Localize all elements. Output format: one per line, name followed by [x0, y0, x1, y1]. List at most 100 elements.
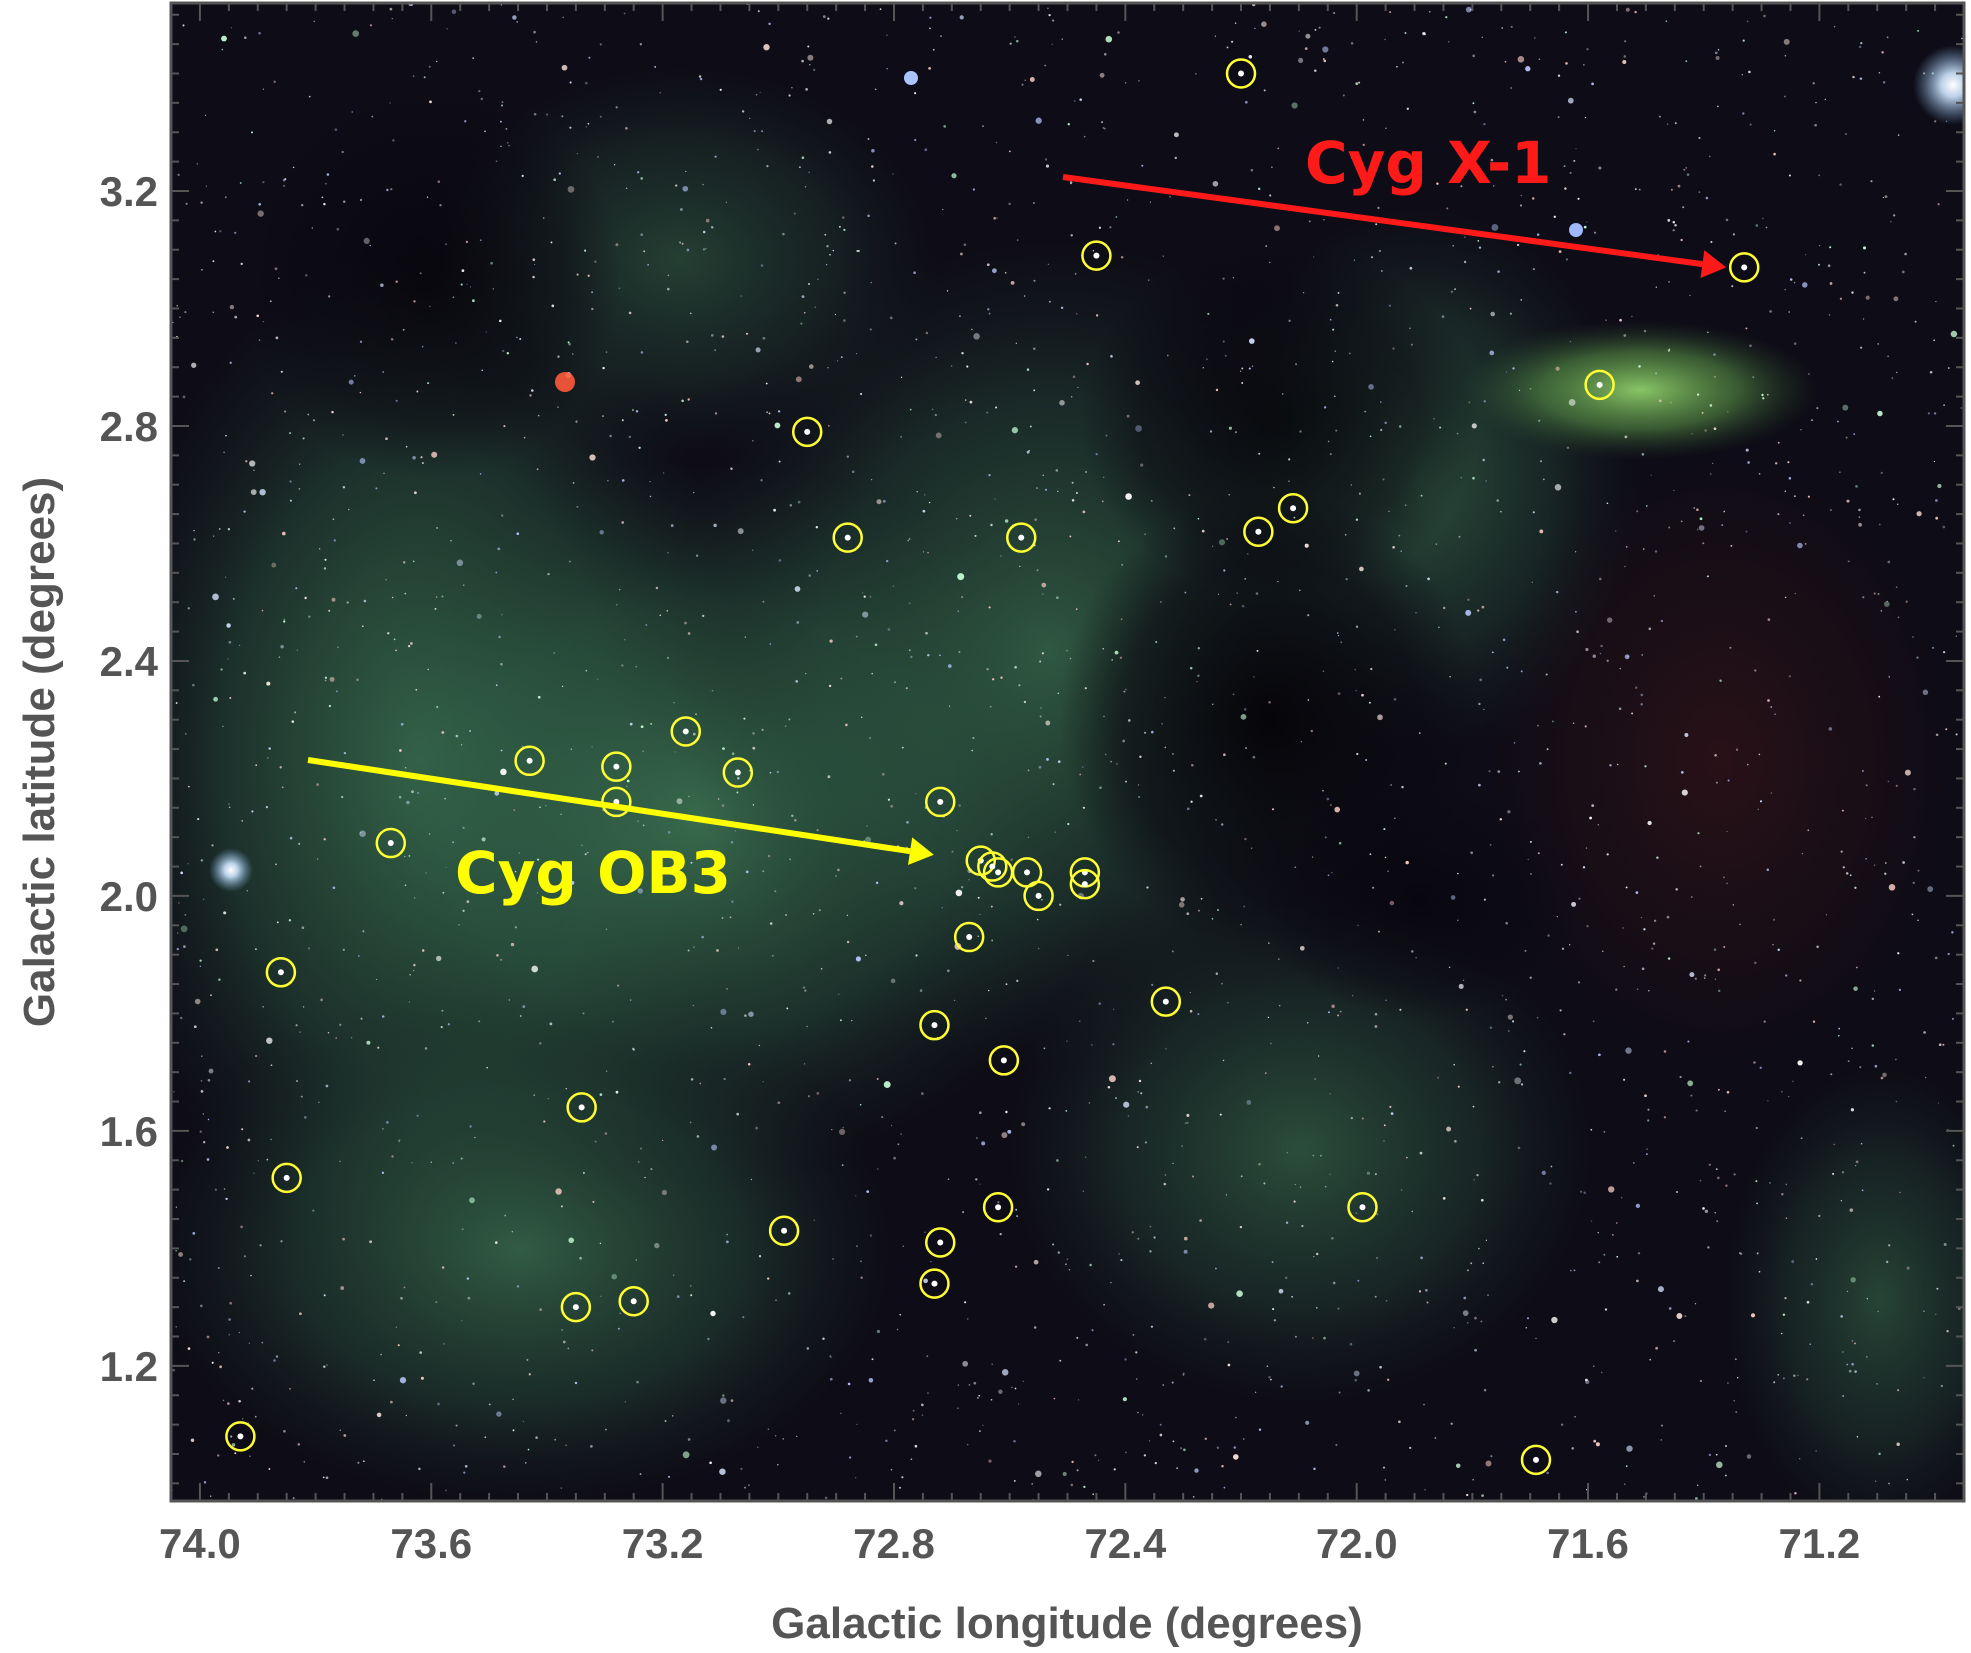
background-star	[1640, 916, 1643, 919]
background-star	[228, 803, 230, 805]
background-star	[655, 850, 658, 853]
background-star	[1577, 981, 1581, 984]
background-star	[1036, 918, 1039, 921]
background-star	[828, 151, 832, 154]
background-star	[872, 179, 876, 182]
background-star	[1690, 1094, 1693, 1097]
background-star	[827, 775, 831, 779]
background-star	[1223, 1486, 1226, 1489]
background-star	[1851, 1339, 1854, 1342]
background-star	[1840, 850, 1843, 853]
marked-star	[977, 851, 1008, 882]
background-star	[519, 1015, 522, 1017]
background-star	[501, 104, 503, 107]
background-star	[1531, 197, 1535, 200]
background-star	[860, 1260, 862, 1263]
background-star	[1717, 48, 1720, 51]
background-star	[1634, 10, 1637, 14]
background-star	[1509, 312, 1512, 315]
background-star	[818, 909, 821, 912]
marked-star	[618, 1286, 649, 1317]
background-star	[1788, 174, 1791, 177]
background-star	[1739, 923, 1741, 926]
background-star	[395, 649, 397, 652]
background-star	[687, 1438, 691, 1441]
background-star	[1577, 197, 1580, 200]
background-star	[1624, 435, 1628, 439]
background-star	[1896, 1442, 1900, 1447]
background-star	[1505, 371, 1508, 373]
background-star	[1098, 1002, 1101, 1005]
background-star	[1457, 872, 1459, 875]
background-star	[1586, 925, 1589, 928]
background-star	[1694, 977, 1697, 980]
background-star	[1807, 495, 1810, 498]
background-star	[1750, 1313, 1756, 1318]
background-star	[1742, 39, 1745, 42]
background-star	[430, 1161, 432, 1163]
background-star	[452, 841, 454, 844]
background-star	[1368, 384, 1374, 390]
background-star	[485, 331, 487, 333]
background-star	[1573, 1269, 1576, 1272]
background-star	[1097, 1459, 1100, 1462]
background-star	[1636, 988, 1639, 991]
background-star	[190, 1438, 195, 1443]
background-star	[1481, 605, 1485, 609]
background-star	[1066, 1040, 1068, 1042]
background-star	[1934, 956, 1938, 960]
background-star	[901, 1476, 904, 1479]
background-star	[682, 1451, 690, 1459]
background-star	[359, 832, 362, 834]
background-star	[1222, 277, 1225, 280]
background-star	[444, 797, 446, 800]
background-star	[720, 1397, 727, 1404]
background-star	[666, 610, 669, 612]
background-star	[283, 620, 286, 623]
background-star	[200, 859, 203, 862]
background-star	[1961, 37, 1963, 40]
background-star	[282, 531, 286, 536]
background-star	[876, 1078, 879, 1080]
background-star	[605, 928, 608, 931]
background-star	[1041, 652, 1045, 655]
background-star	[1116, 763, 1118, 765]
marker-ring	[791, 416, 823, 448]
background-star	[1674, 122, 1677, 125]
background-star	[865, 954, 867, 957]
background-star	[533, 30, 536, 34]
background-star	[705, 218, 710, 223]
background-star	[927, 653, 930, 657]
background-star	[1316, 1307, 1318, 1309]
background-star	[262, 1006, 264, 1008]
background-star	[1721, 524, 1724, 527]
background-star	[1615, 1222, 1618, 1224]
background-star	[402, 561, 406, 564]
background-star	[1816, 407, 1819, 410]
background-star	[1792, 1080, 1794, 1082]
background-star	[172, 321, 174, 324]
background-star	[1598, 166, 1602, 170]
background-star	[1222, 340, 1225, 343]
background-star	[1323, 1336, 1326, 1340]
background-star	[311, 227, 313, 229]
background-star	[1609, 764, 1612, 767]
marked-star	[919, 1268, 950, 1299]
background-star	[762, 870, 765, 873]
background-star	[1312, 1154, 1315, 1157]
background-star	[602, 366, 605, 370]
background-star	[1400, 550, 1403, 553]
background-star	[1762, 217, 1764, 220]
background-star	[584, 249, 587, 252]
background-star	[505, 127, 508, 130]
background-star	[1061, 38, 1063, 40]
background-star	[1329, 1093, 1331, 1095]
background-star	[1603, 1131, 1606, 1133]
background-star	[1606, 617, 1613, 623]
background-star	[1186, 807, 1190, 811]
background-star	[1119, 656, 1123, 659]
background-star	[234, 1452, 237, 1455]
background-star	[1415, 956, 1417, 959]
background-star	[1137, 1411, 1139, 1414]
background-star	[227, 528, 231, 531]
